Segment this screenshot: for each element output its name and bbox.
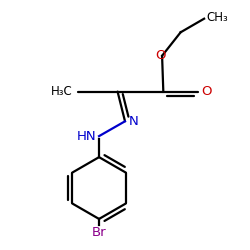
Text: H₃C: H₃C bbox=[51, 85, 73, 98]
Text: CH₃: CH₃ bbox=[206, 11, 228, 24]
Text: Br: Br bbox=[92, 226, 106, 239]
Text: N: N bbox=[129, 115, 138, 128]
Text: HN: HN bbox=[77, 130, 96, 142]
Text: O: O bbox=[202, 85, 212, 98]
Text: O: O bbox=[156, 49, 166, 62]
